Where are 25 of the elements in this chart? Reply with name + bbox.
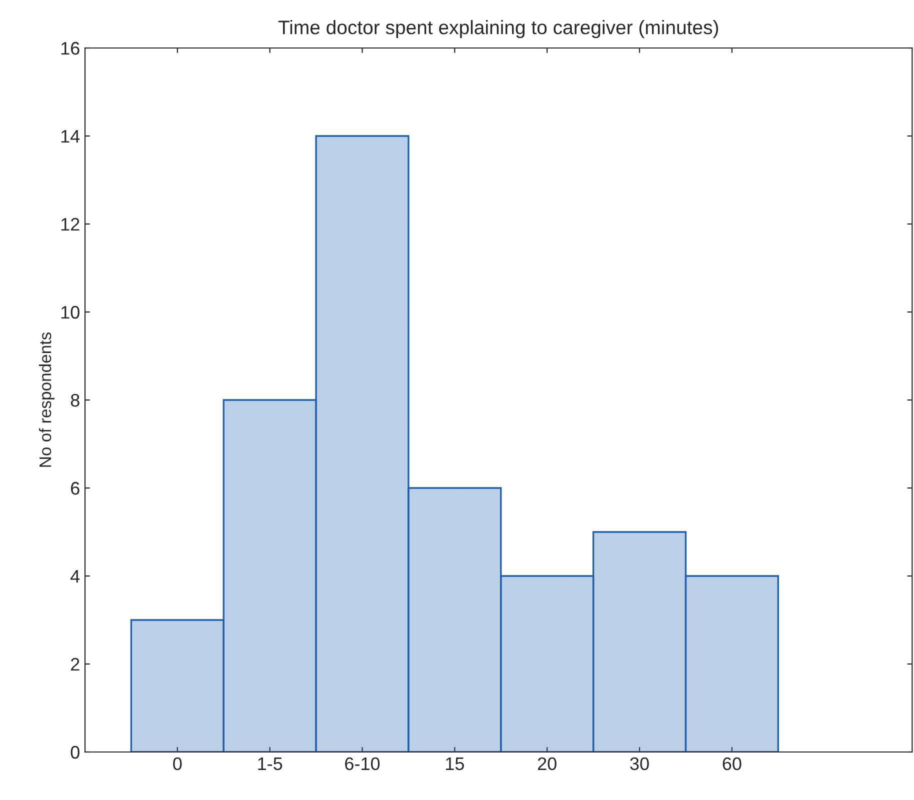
bar (222, 399, 317, 752)
y-tick-label: 6 (71, 482, 80, 495)
bar (315, 135, 410, 752)
y-tick-label: 12 (61, 218, 80, 231)
bar (408, 487, 502, 752)
x-tick-label: 15 (446, 758, 464, 770)
x-tick-label: 20 (538, 757, 556, 770)
bar (130, 619, 224, 752)
x-tick-label: 1-5 (258, 758, 282, 770)
y-tick-label: 10 (61, 306, 80, 319)
x-tick-label: 6-10 (345, 757, 380, 770)
x-tick-label: 60 (722, 757, 742, 770)
y-axis-title: No of respondents (38, 332, 55, 467)
y-tick-label: 2 (71, 658, 80, 671)
bar (500, 575, 594, 752)
bar (684, 575, 779, 752)
y-tick-label: 0 (70, 746, 80, 759)
y-tick-label: 16 (61, 42, 80, 55)
y-tick-label: 8 (70, 394, 80, 407)
x-tick-label: 0 (173, 757, 182, 770)
chart-title: Time doctor spent explaining to caregiver (minutes) (278, 20, 718, 38)
bar (592, 531, 687, 752)
y-tick-label: 4 (70, 570, 80, 583)
y-tick-label: 14 (61, 130, 80, 143)
x-tick-label: 30 (630, 757, 649, 770)
